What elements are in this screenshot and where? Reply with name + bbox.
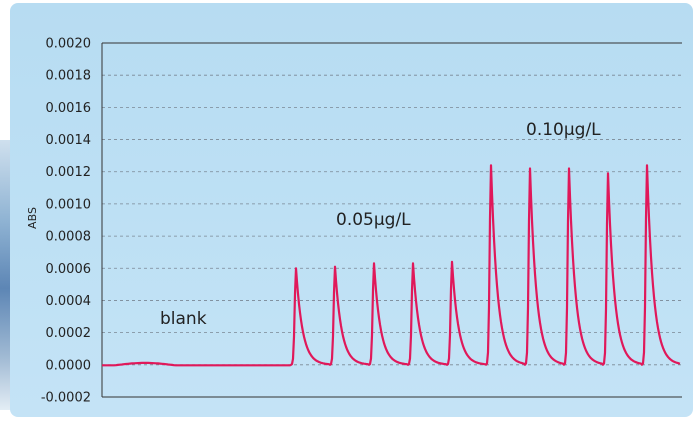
chart-panel (10, 3, 693, 417)
y-tick-label: 0.0018 (46, 69, 92, 84)
annotation-blank: blank (160, 309, 207, 329)
y-tick-label: 0.0002 (46, 326, 92, 341)
y-tick-label: -0.0002 (41, 391, 91, 406)
y-tick-label: 0.0014 (46, 133, 92, 148)
y-tick-label: 0.0004 (46, 294, 92, 309)
signal-series (102, 164, 681, 367)
y-tick-label: 0.0020 (46, 37, 92, 52)
y-tick-label: 0.0000 (46, 358, 92, 373)
y-tick-label: 0.0006 (46, 262, 92, 277)
y-tick-labels: 0.0020 0.0018 0.0016 0.0014 0.0012 0.0010 0.00… (41, 37, 91, 406)
y-tick-label: 0.0008 (46, 230, 92, 245)
grid-lines (102, 74, 682, 366)
signal-line (102, 164, 681, 367)
y-axis-label: ABS (26, 207, 39, 229)
annotation-005: 0.05μg/L (336, 210, 411, 230)
y-tick-label: 0.0012 (46, 165, 92, 180)
axes (101, 42, 682, 398)
annotation-010: 0.10μg/L (526, 120, 601, 140)
y-tick-label: 0.0016 (46, 101, 92, 116)
y-tick-label: 0.0010 (46, 197, 92, 212)
